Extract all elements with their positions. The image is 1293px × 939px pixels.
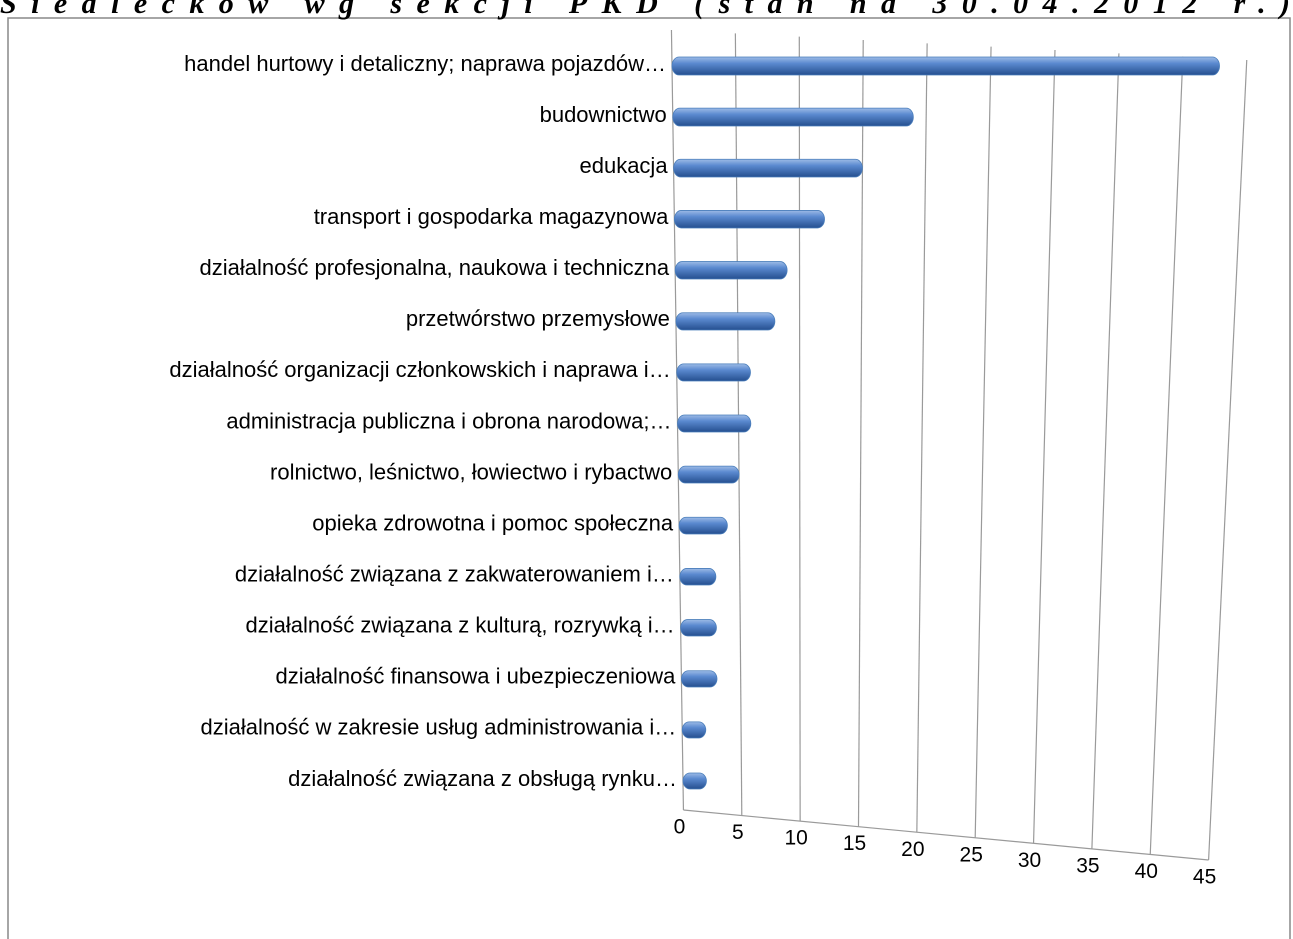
y-tick-label: działalność finansowa i ubezpieczeniowa bbox=[276, 664, 677, 689]
y-tick-label: handel hurtowy i detaliczny; naprawa poj… bbox=[184, 51, 666, 76]
x-tick-label: 35 bbox=[1076, 854, 1099, 877]
x-tick-label: 25 bbox=[960, 843, 983, 866]
bar bbox=[681, 721, 707, 739]
y-tick-label: transport i gospodarka magazynowa bbox=[314, 204, 669, 229]
grid-line bbox=[1032, 49, 1056, 844]
y-tick-label: działalność związana z kulturą, rozrywką… bbox=[245, 613, 674, 638]
x-tick-label: 10 bbox=[784, 827, 807, 850]
y-tick-label: edukacja bbox=[579, 153, 668, 178]
grid-line bbox=[1091, 53, 1120, 849]
grid-line bbox=[1149, 56, 1184, 855]
bar bbox=[674, 261, 788, 280]
bar bbox=[679, 568, 717, 586]
bar bbox=[675, 312, 776, 331]
bar bbox=[673, 210, 825, 229]
bar bbox=[673, 158, 863, 178]
y-tick-label: administracja publiczna i obrona narodow… bbox=[226, 408, 671, 433]
y-tick-label: działalność profesjonalna, naukowa i tec… bbox=[200, 255, 670, 280]
bar bbox=[681, 670, 718, 688]
x-tick-label: 20 bbox=[901, 838, 924, 861]
y-tick-label: przetwórstwo przemysłowe bbox=[406, 306, 670, 331]
bar bbox=[680, 619, 717, 637]
x-tick-label: 40 bbox=[1135, 860, 1158, 883]
bar bbox=[682, 772, 707, 790]
y-tick-label: opieka zdrowotna i pomoc społeczna bbox=[312, 510, 674, 535]
grid-line bbox=[1208, 59, 1248, 861]
y-tick-label: działalność w zakresie usług administrow… bbox=[201, 715, 677, 740]
bar bbox=[671, 56, 1220, 76]
bar bbox=[676, 363, 751, 382]
grid-line bbox=[857, 39, 864, 827]
bar bbox=[677, 414, 752, 433]
chart-frame bbox=[7, 17, 1291, 939]
grid-line bbox=[916, 43, 928, 833]
y-tick-label: działalność związana z obsługą rynku… bbox=[288, 766, 677, 791]
y-tick-label: działalność organizacji członkowskich i … bbox=[169, 357, 670, 382]
bar bbox=[672, 107, 914, 127]
y-tick-label: budownictwo bbox=[540, 102, 667, 127]
y-tick-label: działalność związana z zakwaterowaniem i… bbox=[235, 562, 674, 587]
axis-line bbox=[683, 809, 1209, 861]
bar bbox=[677, 465, 740, 484]
chart-title: Siedlecków wg sekcji PKD (stan na 30.04.… bbox=[0, 0, 1290, 20]
x-tick-label: 5 bbox=[732, 821, 744, 844]
grid-line bbox=[798, 36, 801, 822]
grid-line bbox=[974, 46, 992, 838]
x-tick-label: 30 bbox=[1018, 849, 1041, 872]
x-tick-label: 15 bbox=[843, 832, 866, 855]
y-tick-label: rolnictwo, leśnictwo, łowiectwo i rybact… bbox=[270, 459, 672, 484]
bar bbox=[678, 516, 728, 535]
x-tick-label: 0 bbox=[674, 816, 686, 839]
x-tick-label: 45 bbox=[1193, 866, 1216, 889]
